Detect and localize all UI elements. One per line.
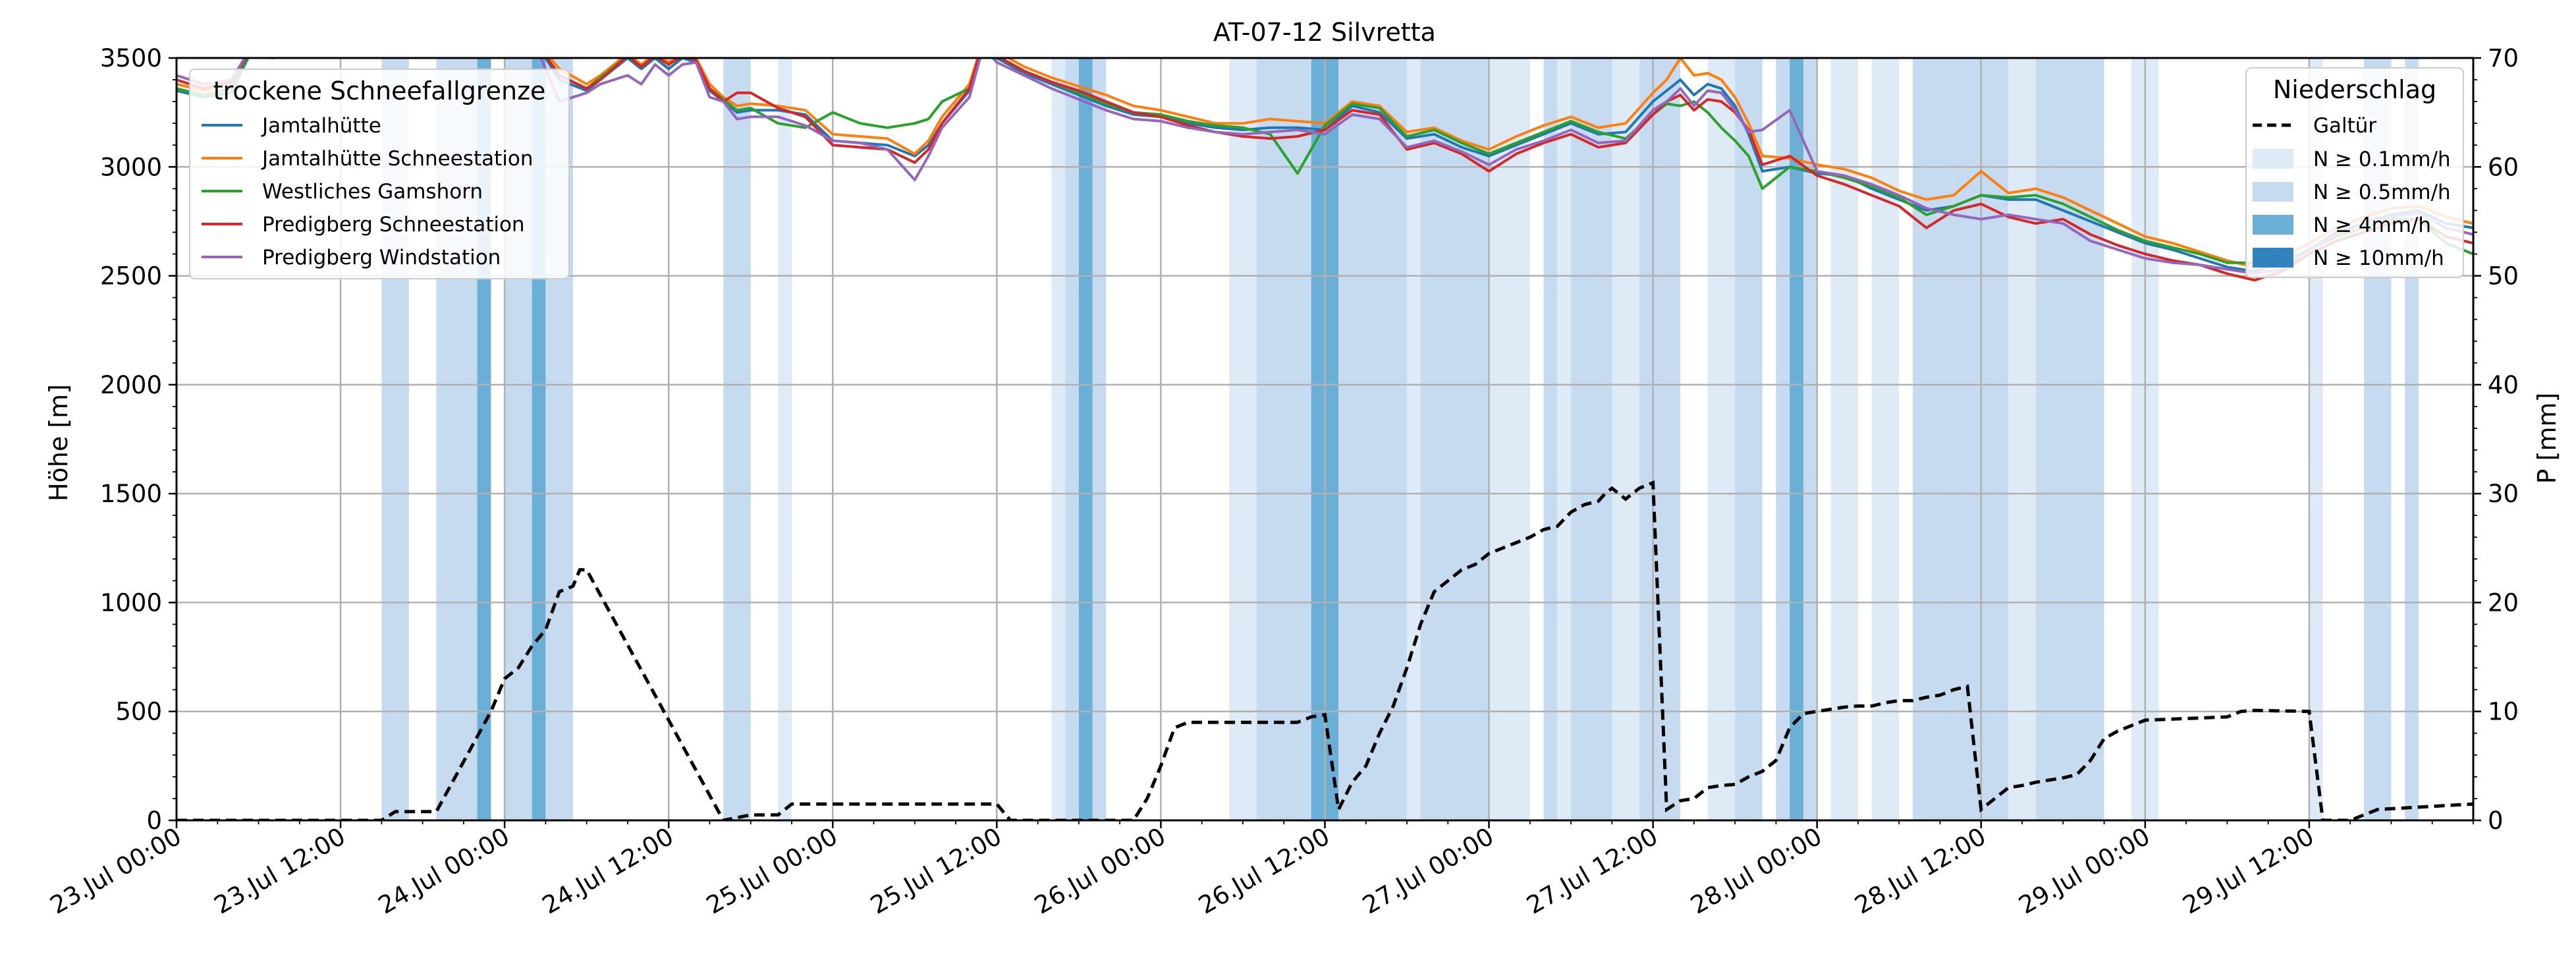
legend-label: N ≥ 0.1mm/h — [2313, 148, 2451, 171]
precip-band — [1078, 58, 1093, 820]
left-tick-label: 2500 — [100, 262, 162, 291]
left-tick-label: 1500 — [100, 480, 162, 508]
left-tick-label: 500 — [115, 698, 162, 726]
precip-band — [2008, 58, 2036, 820]
right-tick-label: 20 — [2488, 588, 2519, 617]
left-tick-label: 1000 — [100, 588, 162, 617]
x-tick-label: 23.Jul 00:00 — [45, 822, 186, 920]
right-axis-label: P [mm] — [2533, 393, 2562, 484]
galtur-precip-line — [177, 480, 2473, 820]
right-tick-label: 60 — [2488, 153, 2519, 181]
left-axis-label: Höhe [m] — [44, 384, 73, 501]
precip-band — [1639, 58, 1681, 820]
x-tick-label: 28.Jul 00:00 — [1686, 822, 1827, 920]
right-tick-label: 0 — [2488, 807, 2504, 835]
series-line-westliches-gamshorn — [177, 58, 2473, 264]
legend-box — [2245, 67, 2464, 278]
series-line-predigberg-schneestation — [177, 58, 2473, 282]
precip-bands — [381, 58, 2419, 820]
legend-swatch — [2253, 248, 2293, 268]
x-tick-label: 24.Jul 12:00 — [537, 822, 678, 920]
precip-band — [1913, 58, 1954, 820]
x-tick-label: 29.Jul 12:00 — [2178, 822, 2319, 920]
x-tick-label: 29.Jul 00:00 — [2014, 822, 2155, 920]
precip-band — [2035, 58, 2104, 820]
x-tick-label: 23.Jul 12:00 — [209, 822, 350, 920]
legend-label: Westliches Gamshorn — [262, 180, 483, 204]
legend-precip: Niederschlag Galtür N ≥ 0.1mm/h N ≥ 0.5mm/h… — [2245, 67, 2464, 278]
right-tick-label: 70 — [2488, 44, 2519, 72]
legend-swatch — [2253, 215, 2293, 235]
x-tick-label: 26.Jul 00:00 — [1029, 822, 1170, 920]
precip-band — [1571, 58, 1612, 820]
series-line-jamtalh-tte — [177, 58, 2473, 273]
x-tick-label: 25.Jul 12:00 — [865, 822, 1006, 920]
precip-band — [1735, 58, 1763, 820]
precip-band — [1543, 58, 1558, 820]
series-lines — [177, 58, 2473, 820]
legend-label: N ≥ 4mm/h — [2313, 213, 2431, 237]
precip-band — [1557, 58, 1572, 820]
precip-band — [1790, 58, 1803, 820]
x-tick-label: 25.Jul 00:00 — [701, 822, 842, 920]
precip-band — [1229, 58, 1257, 820]
right-tick-label: 50 — [2488, 262, 2519, 291]
precip-band — [1803, 58, 1817, 820]
precip-band — [1612, 58, 1639, 820]
legend-label: N ≥ 10mm/h — [2313, 246, 2444, 270]
precip-band — [1051, 58, 1066, 820]
right-tick-label: 30 — [2488, 480, 2519, 508]
legend-swatch — [2253, 149, 2293, 169]
legend-box — [189, 69, 570, 279]
precip-band — [1489, 58, 1530, 820]
left-tick-label: 2000 — [100, 371, 162, 399]
legend-title: Niederschlag — [2273, 75, 2436, 104]
precip-band — [723, 58, 751, 820]
left-tick-label: 0 — [146, 807, 162, 835]
legend-label: Jamtalhütte — [261, 114, 381, 138]
precip-band — [1420, 58, 1489, 820]
x-tick-label: 24.Jul 00:00 — [373, 822, 514, 920]
legend-title: trockene Schneefallgrenze — [213, 76, 546, 105]
legend-label: Predigberg Windstation — [262, 246, 501, 269]
left-tick-label: 3500 — [100, 44, 162, 72]
right-tick-label: 40 — [2488, 371, 2519, 399]
legend-label: Jamtalhütte Schneestation — [261, 147, 533, 171]
legend-label: Predigberg Schneestation — [262, 213, 525, 237]
precip-band — [1338, 58, 1408, 820]
chart-title: AT-07-12 Silvretta — [1213, 18, 1436, 47]
legend-snowfall: trockene Schneefallgrenze Jamtalhütte Jamt… — [189, 69, 570, 279]
x-tick-label: 28.Jul 12:00 — [1850, 822, 1991, 920]
x-tick-label: 27.Jul 00:00 — [1357, 822, 1498, 920]
x-tick-label: 26.Jul 12:00 — [1193, 822, 1334, 920]
right-tick-label: 10 — [2488, 698, 2519, 726]
x-tick-label: 27.Jul 12:00 — [1521, 822, 1662, 920]
legend-label: Galtür — [2313, 114, 2376, 138]
series-line-predigberg-windstation — [177, 58, 2473, 275]
precip-band — [778, 58, 792, 820]
legend-swatch — [2253, 182, 2293, 202]
precip-band — [1707, 58, 1736, 820]
series-line-jamtalh-tte-schneestation — [177, 58, 2473, 269]
precip-band — [1256, 58, 1311, 820]
legend-label: N ≥ 0.5mm/h — [2313, 181, 2451, 204]
left-tick-label: 3000 — [100, 153, 162, 181]
precip-band — [1407, 58, 1421, 820]
